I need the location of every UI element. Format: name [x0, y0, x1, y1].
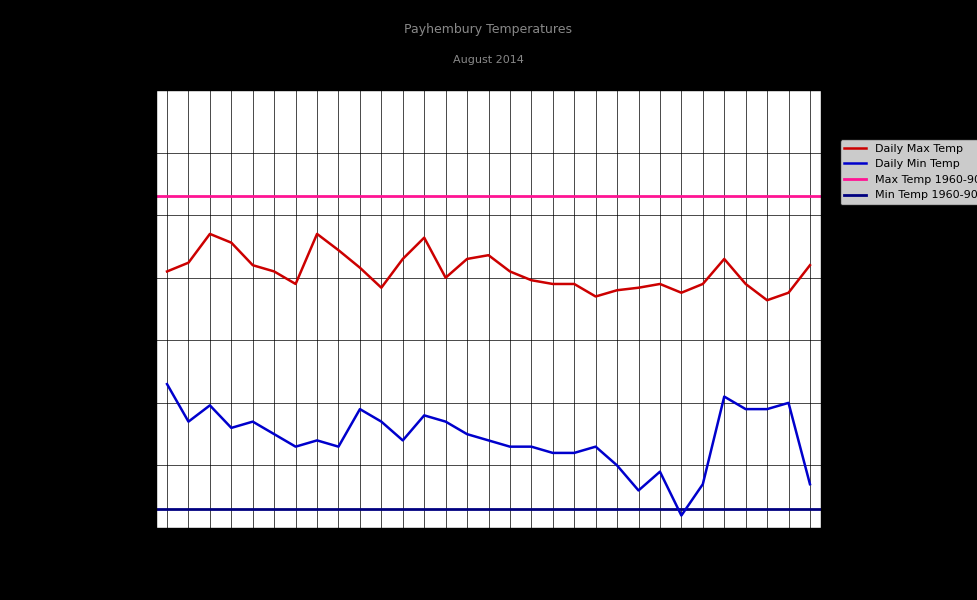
Text: August 2014: August 2014: [453, 55, 524, 65]
Legend: Daily Max Temp, Daily Min Temp, Max Temp 1960-90, Min Temp 1960-90: Daily Max Temp, Daily Min Temp, Max Temp…: [839, 139, 977, 205]
Text: Day of Month: Day of Month: [455, 574, 522, 584]
Text: Payhembury Temperatures: Payhembury Temperatures: [404, 23, 573, 37]
